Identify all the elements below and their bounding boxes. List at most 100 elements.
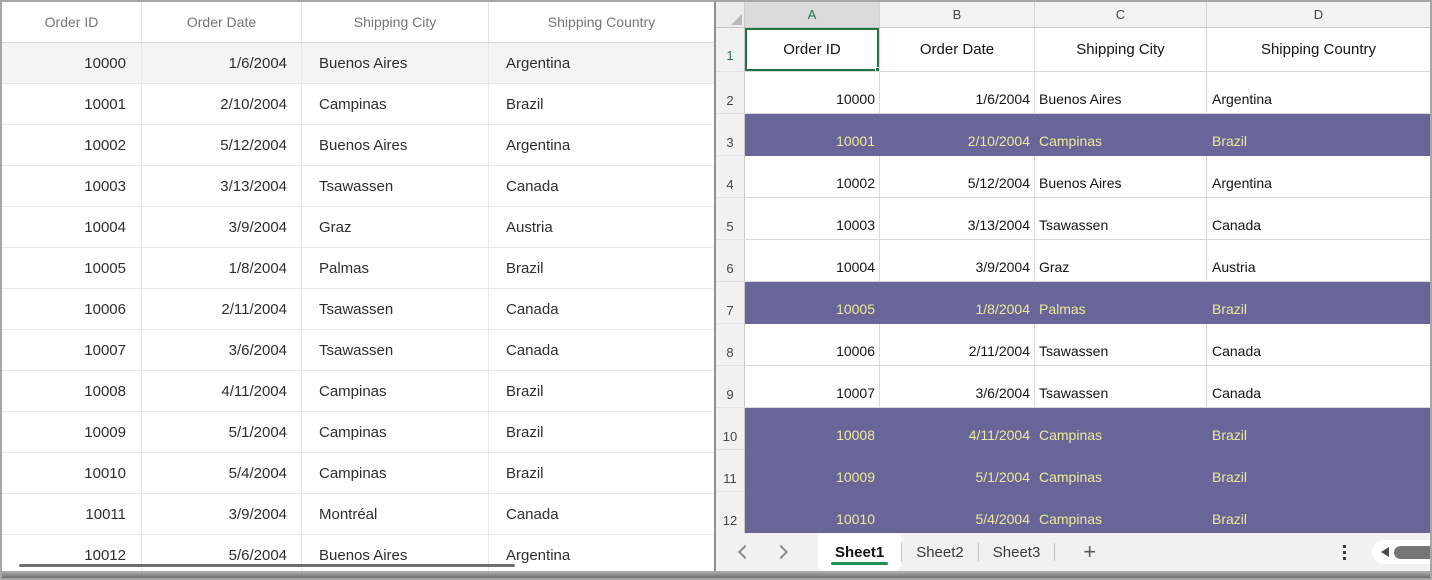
table-row[interactable]: 10003 3/13/2004 Tsawassen Canada bbox=[2, 166, 714, 207]
tab-sheet1[interactable]: Sheet1 bbox=[818, 533, 902, 571]
cell-d2[interactable]: Argentina bbox=[1207, 72, 1430, 114]
cell-c2[interactable]: Buenos Aires bbox=[1035, 72, 1207, 114]
cell-b3[interactable]: 2/10/2004 bbox=[880, 114, 1035, 156]
cell-order-date[interactable]: 5/12/2004 bbox=[142, 125, 302, 165]
cell-shipping-city[interactable]: Campinas bbox=[302, 371, 489, 411]
table-row[interactable]: 10000 1/6/2004 Buenos Aires Argentina bbox=[2, 43, 714, 84]
cell-b10[interactable]: 4/11/2004 bbox=[880, 408, 1035, 450]
cell-order-date[interactable]: 1/8/2004 bbox=[142, 248, 302, 288]
cell-c3[interactable]: Campinas bbox=[1035, 114, 1207, 156]
cell-order-id[interactable]: 10009 bbox=[2, 412, 142, 452]
cell-a5[interactable]: 10003 bbox=[745, 198, 880, 240]
cell-b1[interactable]: Order Date bbox=[880, 28, 1035, 72]
horizontal-scrollbar[interactable] bbox=[1372, 540, 1430, 564]
cell-order-id[interactable]: 10000 bbox=[2, 43, 142, 83]
cell-a3[interactable]: 10001 bbox=[745, 114, 880, 156]
cell-c6[interactable]: Graz bbox=[1035, 240, 1207, 282]
cell-order-id[interactable]: 10007 bbox=[2, 330, 142, 370]
cell-b11[interactable]: 5/1/2004 bbox=[880, 450, 1035, 492]
cell-d5[interactable]: Canada bbox=[1207, 198, 1430, 240]
cell-c11[interactable]: Campinas bbox=[1035, 450, 1207, 492]
table-row[interactable]: 10006 2/11/2004 Tsawassen Canada bbox=[2, 289, 714, 330]
cell-d1[interactable]: Shipping Country bbox=[1207, 28, 1430, 72]
cell-shipping-country[interactable]: Brazil bbox=[506, 423, 544, 441]
cell-d4[interactable]: Argentina bbox=[1207, 156, 1430, 198]
cell-a4[interactable]: 10002 bbox=[745, 156, 880, 198]
cell-shipping-country[interactable]: Brazil bbox=[506, 382, 544, 400]
cell-d9[interactable]: Canada bbox=[1207, 366, 1430, 408]
table-row[interactable]: 10002 5/12/2004 Buenos Aires Argentina bbox=[2, 125, 714, 166]
cell-order-id[interactable]: 10003 bbox=[2, 166, 142, 206]
cell-order-date[interactable]: 5/4/2004 bbox=[142, 453, 302, 493]
cell-c12[interactable]: Campinas bbox=[1035, 492, 1207, 533]
cell-shipping-country[interactable]: Brazil bbox=[506, 259, 544, 277]
cell-order-date[interactable]: 2/11/2004 bbox=[142, 289, 302, 329]
row-header-11[interactable]: 11 bbox=[716, 450, 745, 492]
cell-order-date[interactable]: 2/10/2004 bbox=[142, 84, 302, 124]
cell-a12[interactable]: 10010 bbox=[745, 492, 880, 533]
chevron-right-icon[interactable] bbox=[773, 544, 789, 560]
tab-sheet3[interactable]: Sheet3 bbox=[992, 543, 1041, 561]
row-header-10[interactable]: 10 bbox=[716, 408, 745, 450]
cell-order-id[interactable]: 10001 bbox=[2, 84, 142, 124]
cell-c9[interactable]: Tsawassen bbox=[1035, 366, 1207, 408]
cell-order-id[interactable]: 10012 bbox=[2, 535, 142, 571]
cell-shipping-country[interactable]: Brazil bbox=[506, 464, 544, 482]
row-header-7[interactable]: 7 bbox=[716, 282, 745, 324]
cell-shipping-country[interactable]: Canada bbox=[506, 505, 559, 523]
cell-shipping-country[interactable]: Brazil bbox=[506, 95, 544, 113]
row-header-5[interactable]: 5 bbox=[716, 198, 745, 240]
row-header-6[interactable]: 6 bbox=[716, 240, 745, 282]
cell-shipping-city[interactable]: Buenos Aires bbox=[302, 125, 489, 165]
cell-shipping-city[interactable]: Palmas bbox=[302, 248, 489, 288]
cell-c10[interactable]: Campinas bbox=[1035, 408, 1207, 450]
grid-header-order-id[interactable]: Order ID bbox=[2, 2, 142, 42]
column-header-c[interactable]: C bbox=[1035, 2, 1207, 27]
cell-order-id[interactable]: 10004 bbox=[2, 207, 142, 247]
cell-d6[interactable]: Austria bbox=[1207, 240, 1430, 282]
row-header-12[interactable]: 12 bbox=[716, 492, 745, 533]
cell-shipping-city[interactable]: Tsawassen bbox=[302, 330, 489, 370]
cell-shipping-city[interactable]: Buenos Aires bbox=[302, 535, 489, 571]
table-row[interactable]: 10004 3/9/2004 Graz Austria bbox=[2, 207, 714, 248]
cell-shipping-city[interactable]: Montréal bbox=[302, 494, 489, 534]
cell-b4[interactable]: 5/12/2004 bbox=[880, 156, 1035, 198]
cell-shipping-city[interactable]: Buenos Aires bbox=[302, 43, 489, 83]
cell-shipping-country[interactable]: Canada bbox=[506, 300, 559, 318]
cell-order-id[interactable]: 10010 bbox=[2, 453, 142, 493]
cell-shipping-country[interactable]: Canada bbox=[506, 341, 559, 359]
cell-shipping-country[interactable]: Austria bbox=[506, 218, 553, 236]
cell-d8[interactable]: Canada bbox=[1207, 324, 1430, 366]
cell-order-date[interactable]: 5/1/2004 bbox=[142, 412, 302, 452]
cell-order-id[interactable]: 10006 bbox=[2, 289, 142, 329]
cell-d12[interactable]: Brazil bbox=[1207, 492, 1430, 533]
row-header-8[interactable]: 8 bbox=[716, 324, 745, 366]
cell-c8[interactable]: Tsawassen bbox=[1035, 324, 1207, 366]
fill-handle[interactable] bbox=[875, 67, 879, 71]
cell-order-id[interactable]: 10008 bbox=[2, 371, 142, 411]
cell-b8[interactable]: 2/11/2004 bbox=[880, 324, 1035, 366]
row-header-1[interactable]: 1 bbox=[716, 28, 745, 72]
cell-a11[interactable]: 10009 bbox=[745, 450, 880, 492]
cell-c5[interactable]: Tsawassen bbox=[1035, 198, 1207, 240]
table-row[interactable]: 10007 3/6/2004 Tsawassen Canada bbox=[2, 330, 714, 371]
column-header-d[interactable]: D bbox=[1313, 7, 1324, 22]
cell-b12[interactable]: 5/4/2004 bbox=[880, 492, 1035, 533]
cell-b2[interactable]: 1/6/2004 bbox=[880, 72, 1035, 114]
cell-order-date[interactable]: 3/13/2004 bbox=[142, 166, 302, 206]
cell-a2[interactable]: 10000 bbox=[745, 72, 880, 114]
cell-c1[interactable]: Shipping City bbox=[1035, 28, 1207, 72]
active-cell-a1[interactable]: Order ID bbox=[745, 28, 880, 72]
grid-header-shipping-city[interactable]: Shipping City bbox=[302, 2, 489, 42]
cell-shipping-city[interactable]: Campinas bbox=[302, 84, 489, 124]
row-header-3[interactable]: 3 bbox=[716, 114, 745, 156]
cell-shipping-country[interactable]: Argentina bbox=[506, 546, 571, 564]
horizontal-scrollbar-thumb[interactable] bbox=[19, 564, 515, 567]
table-row[interactable]: 10008 4/11/2004 Campinas Brazil bbox=[2, 371, 714, 412]
cell-order-id[interactable]: 10005 bbox=[2, 248, 142, 288]
cell-shipping-country[interactable]: Argentina bbox=[506, 54, 571, 72]
cell-order-date[interactable]: 3/6/2004 bbox=[142, 330, 302, 370]
table-row[interactable]: 10001 2/10/2004 Campinas Brazil bbox=[2, 84, 714, 125]
cell-shipping-city[interactable]: Campinas bbox=[302, 412, 489, 452]
cell-d7[interactable]: Brazil bbox=[1207, 282, 1430, 324]
